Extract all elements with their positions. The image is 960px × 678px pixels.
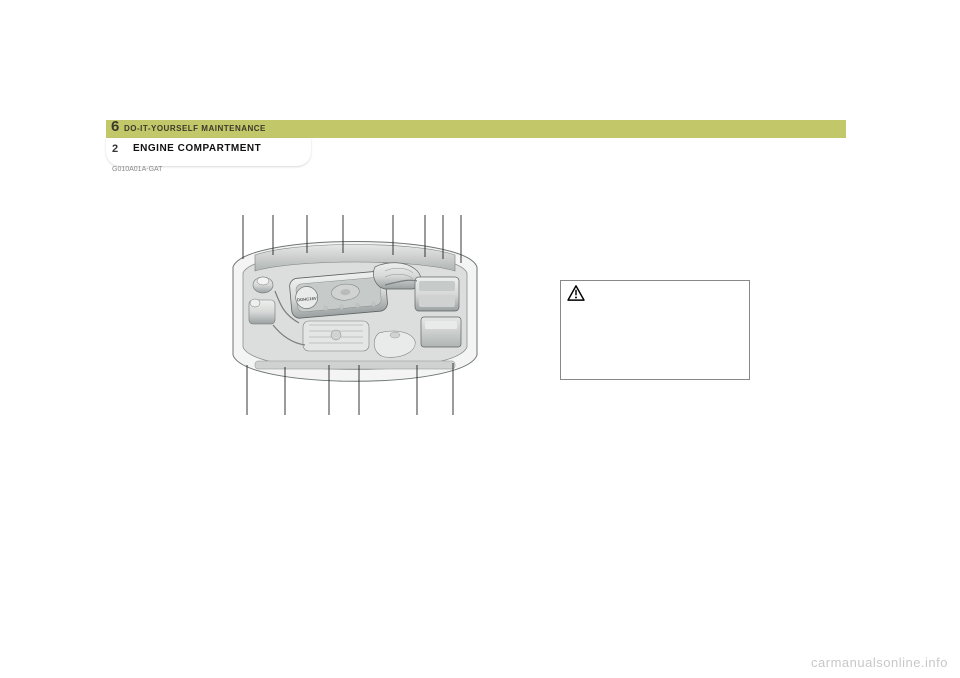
chapter-number: 6 (111, 118, 119, 135)
page-number: 2 (112, 143, 118, 155)
watermark: carmanualsonline.info (811, 655, 948, 670)
page: 6 DO-IT-YOURSELF MAINTENANCE 2 ENGINE CO… (0, 0, 960, 678)
engine-diagram: DOHC16V (225, 215, 485, 415)
warning-icon (567, 285, 585, 301)
chapter-title: DO-IT-YOURSELF MAINTENANCE (124, 124, 266, 133)
caution-box (560, 280, 750, 380)
section-title: ENGINE COMPARTMENT (133, 143, 261, 154)
section-code: G010A01A-GAT (112, 166, 162, 173)
